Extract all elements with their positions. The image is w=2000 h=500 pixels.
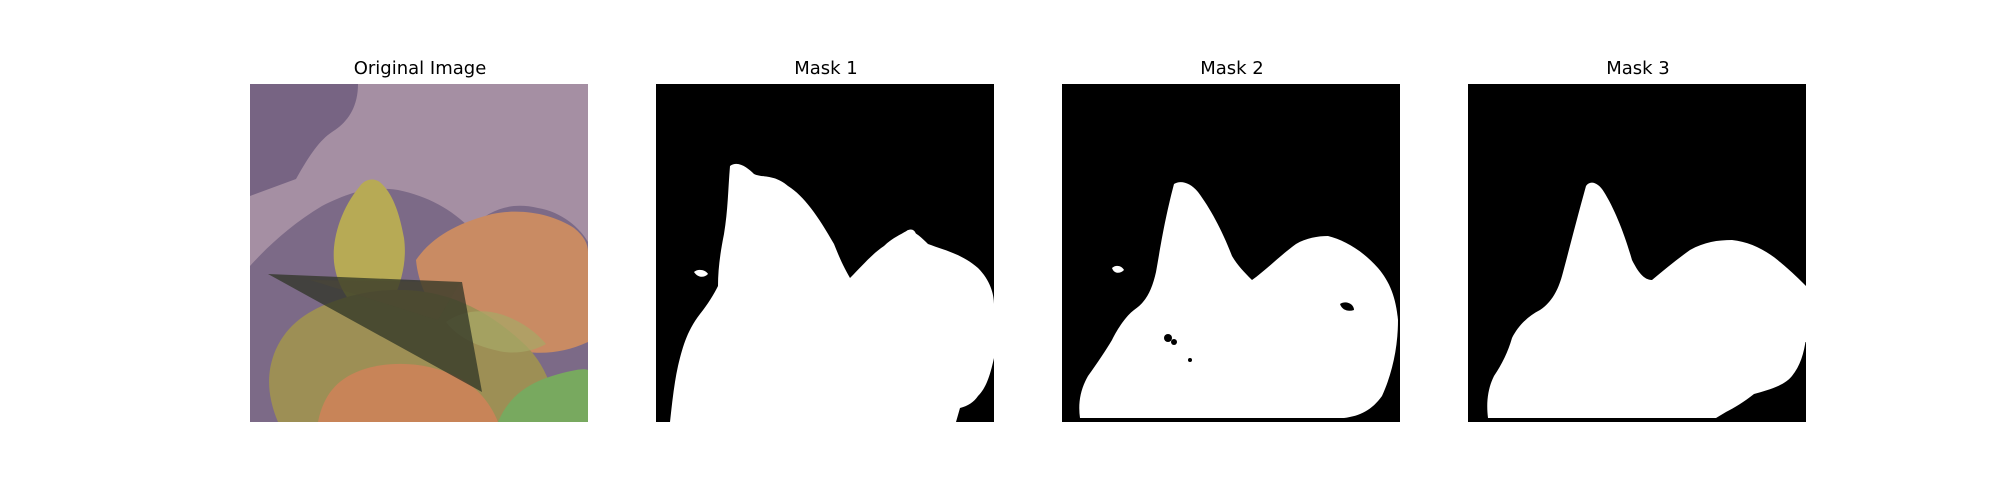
panel-mask-3: Mask 3 xyxy=(1468,0,1808,500)
panel-mask-1: Mask 1 xyxy=(656,0,996,500)
panel-mask-2: Mask 2 xyxy=(1062,0,1402,500)
panel-original-image: Original Image xyxy=(250,0,590,500)
panel-title: Mask 2 xyxy=(1200,58,1264,79)
mask-3-image xyxy=(1468,84,1806,422)
panel-title: Original Image xyxy=(353,58,487,79)
panel-title: Mask 3 xyxy=(1606,58,1670,79)
mask-2-image xyxy=(1062,84,1400,422)
mask-1-image xyxy=(656,84,994,422)
panel-title: Mask 1 xyxy=(794,58,858,79)
original-image xyxy=(250,84,588,422)
